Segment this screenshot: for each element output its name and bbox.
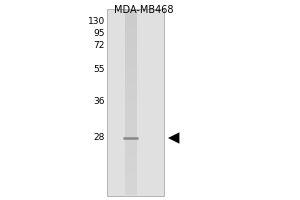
Text: 130: 130 (88, 17, 105, 25)
Text: 95: 95 (94, 28, 105, 38)
Text: 36: 36 (94, 98, 105, 106)
Text: 28: 28 (94, 134, 105, 142)
Text: 72: 72 (94, 40, 105, 49)
Bar (106, 9, 164, 196)
Text: 55: 55 (94, 64, 105, 73)
Bar (124, 10, 136, 195)
Polygon shape (168, 132, 179, 144)
Text: MDA-MB468: MDA-MB468 (114, 5, 174, 15)
